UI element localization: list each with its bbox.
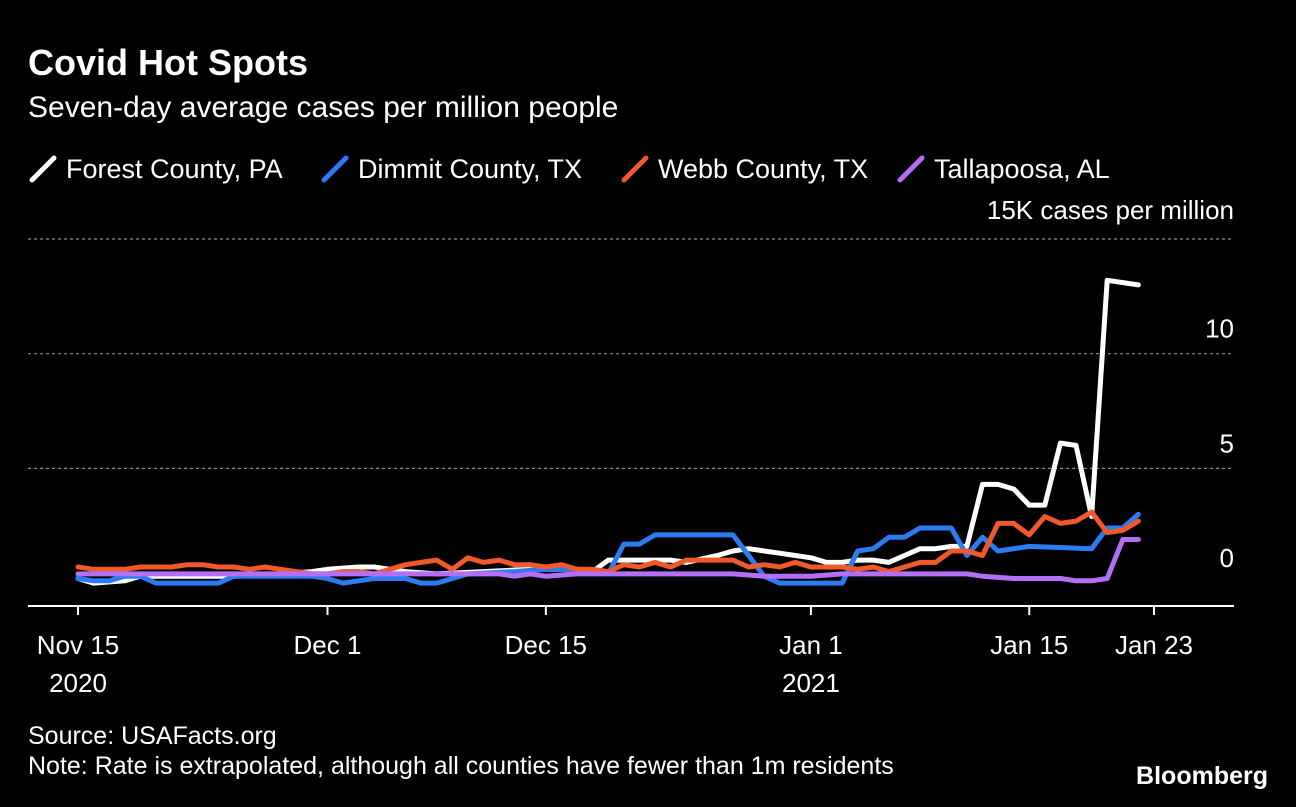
y-tick-label-0: 0 xyxy=(1220,543,1234,573)
legend-swatch-tallapoosa-al xyxy=(897,155,925,183)
legend-label-webb-county-tx: Webb County, TX xyxy=(658,154,868,184)
x-tick-label-jan-15: Jan 15 xyxy=(990,630,1068,660)
x-tick-label-dec-1: Dec 1 xyxy=(294,630,362,660)
legend-swatch-webb-county-tx xyxy=(621,155,649,183)
y-unit-label: 15K cases per million xyxy=(987,195,1234,225)
x-tick-label-jan-1: Jan 1 xyxy=(779,630,843,660)
x-axis: Nov 15 2020 Dec 1 Dec 15 Jan 1 2021 Jan 15 Jan … xyxy=(28,605,1234,698)
source-text: Source: USAFacts.org xyxy=(28,722,277,750)
note-text: Note: Rate is extrapolated, although all… xyxy=(28,752,894,780)
series-line-forest-county-pa xyxy=(75,277,1141,586)
legend-label-forest-county-pa: Forest County, PA xyxy=(66,154,283,184)
legend-swatch-forest-county-pa xyxy=(29,155,57,183)
x-tick-label-jan-23: Jan 23 xyxy=(1115,630,1193,660)
x-tick-label-nov-15: Nov 15 xyxy=(37,630,119,660)
gridlines xyxy=(28,238,1234,469)
chart-title: Covid Hot Spots xyxy=(28,42,308,83)
legend-label-dimmit-county-tx: Dimmit County, TX xyxy=(358,154,582,184)
x-tick-label-dec-15: Dec 15 xyxy=(505,630,587,660)
chart-subtitle: Seven-day average cases per million peop… xyxy=(28,91,618,124)
legend: Forest County, PA Dimmit County, TX Webb C… xyxy=(29,154,1110,184)
series-lines xyxy=(75,277,1141,586)
y-tick-label-10: 10 xyxy=(1205,314,1234,344)
legend-swatch-dimmit-county-tx xyxy=(321,155,349,183)
legend-label-tallapoosa-al: Tallapoosa, AL xyxy=(934,154,1110,184)
series-line-webb-county-tx xyxy=(75,509,1141,577)
x-tick-year-2021: 2021 xyxy=(782,668,840,698)
y-tick-label-5: 5 xyxy=(1220,428,1234,458)
y-axis-labels: 0 5 10 xyxy=(1205,314,1234,573)
series-line-tallapoosa-al xyxy=(75,537,1141,584)
bloomberg-logo: Bloomberg xyxy=(1136,762,1268,790)
x-tick-year-2020: 2020 xyxy=(49,668,107,698)
